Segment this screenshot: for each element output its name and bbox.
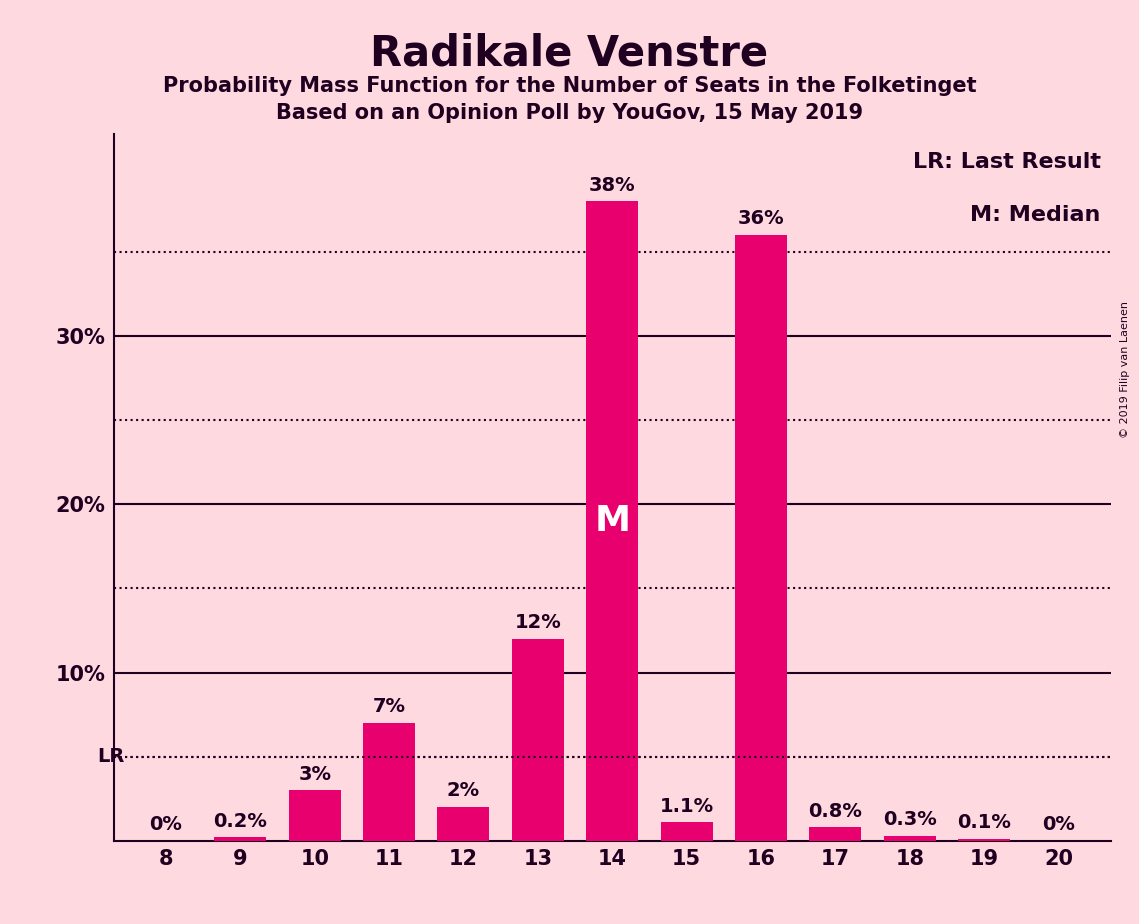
Text: 0.8%: 0.8% [809, 802, 862, 821]
Text: 2%: 2% [446, 782, 480, 800]
Text: Based on an Opinion Poll by YouGov, 15 May 2019: Based on an Opinion Poll by YouGov, 15 M… [276, 103, 863, 124]
Text: 7%: 7% [372, 698, 405, 716]
Bar [511, 638, 564, 841]
Text: LR: LR [98, 748, 125, 766]
Text: 0%: 0% [1042, 815, 1075, 834]
Bar [288, 790, 341, 841]
Bar [363, 723, 415, 841]
Text: 12%: 12% [515, 614, 562, 632]
Bar [587, 201, 638, 841]
Bar [437, 808, 490, 841]
Bar [884, 836, 936, 841]
Bar [214, 837, 267, 841]
Bar [661, 822, 713, 841]
Text: © 2019 Filip van Laenen: © 2019 Filip van Laenen [1120, 301, 1130, 438]
Text: Radikale Venstre: Radikale Venstre [370, 32, 769, 74]
Text: 0.2%: 0.2% [213, 812, 268, 831]
Text: 1.1%: 1.1% [659, 796, 714, 816]
Text: Probability Mass Function for the Number of Seats in the Folketinget: Probability Mass Function for the Number… [163, 76, 976, 96]
Text: 36%: 36% [738, 209, 785, 228]
Text: 0.1%: 0.1% [957, 813, 1011, 833]
Text: 3%: 3% [298, 765, 331, 784]
Text: M: M [595, 505, 630, 538]
Text: M: Median: M: Median [970, 205, 1100, 225]
Bar [735, 235, 787, 841]
Text: LR: Last Result: LR: Last Result [912, 152, 1100, 172]
Text: 0%: 0% [149, 815, 182, 834]
Text: 38%: 38% [589, 176, 636, 195]
Bar [810, 827, 861, 841]
Bar [958, 839, 1010, 841]
Text: 0.3%: 0.3% [883, 810, 936, 829]
